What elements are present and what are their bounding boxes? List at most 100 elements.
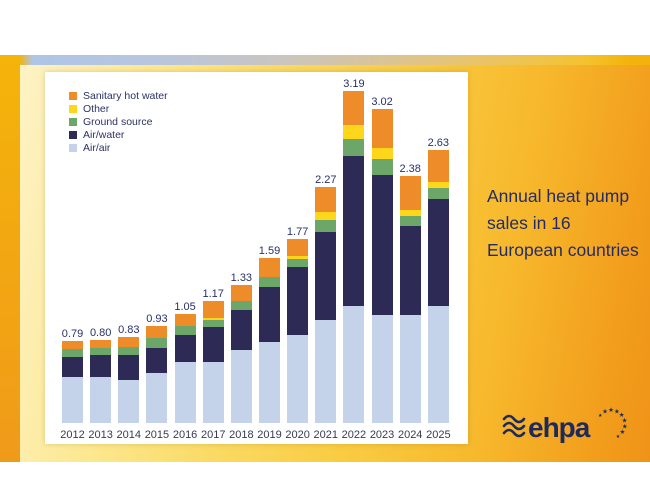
segment-ground-source	[62, 349, 83, 358]
segment-sanitary-hot-water	[371, 108, 393, 149]
legend-label: Air/air	[83, 141, 111, 154]
legend-swatch-icon	[69, 130, 77, 139]
bar-column-2012: 0.79	[62, 328, 83, 423]
legend-swatch-icon	[69, 104, 77, 113]
year-label-text: 2019	[257, 429, 282, 441]
eu-star: ★	[608, 406, 614, 414]
segment-air-air	[90, 377, 112, 423]
chart-caption: Annual heat pump sales in 16 European co…	[487, 186, 639, 260]
chart-panel: Sanitary hot water Other Ground source Air/…	[45, 72, 468, 444]
year-label-text: 2017	[200, 429, 226, 441]
legend-swatch-icon	[69, 117, 77, 126]
legend-label: Ground source	[83, 115, 153, 128]
legend-item: Other	[69, 102, 168, 115]
year-label: 2024	[397, 429, 423, 441]
eu-star: ★	[614, 407, 620, 415]
bar-column-2016: 1.05	[174, 301, 196, 423]
bar-total-label: 2.63	[427, 136, 450, 149]
year-label: 2018	[229, 429, 254, 441]
segment-ground-source	[371, 158, 393, 176]
year-label-text: 2016	[172, 429, 198, 441]
year-label: 2016	[172, 429, 198, 441]
segment-ground-source	[427, 188, 449, 200]
bar-total-label: 2.27	[315, 173, 337, 186]
bar-total-label: 1.59	[258, 244, 281, 257]
bar-column-2024: 2.38	[399, 162, 421, 423]
year-label: 2013	[88, 429, 113, 441]
logo-wordmark: ehpa	[528, 412, 591, 443]
ehpa-logo: ehpa ★ ★ ★ ★ ★ ★ ★ ★ ★	[501, 403, 631, 453]
year-label: 2014	[116, 429, 142, 441]
segment-air-air	[399, 314, 421, 423]
segment-sanitary-hot-water	[146, 326, 168, 338]
year-label-text: 2013	[88, 429, 113, 441]
legend-swatch-icon	[69, 143, 77, 152]
legend-item: Air/water	[69, 128, 168, 141]
segment-air-air	[371, 314, 393, 423]
eu-star: ★	[598, 413, 603, 419]
legend-item: Ground source	[69, 115, 168, 128]
legend-item: Sanitary hot water	[69, 89, 168, 102]
segment-sanitary-hot-water	[287, 239, 309, 256]
bar-total-label: 3.19	[343, 78, 365, 91]
banner-top-gradient-strip	[0, 55, 650, 65]
segment-other	[427, 181, 449, 189]
segment-sanitary-hot-water	[343, 91, 365, 125]
segment-air-air	[230, 350, 252, 423]
bar-column-2018: 1.33	[231, 272, 252, 423]
bar-total-label: 2.38	[399, 162, 421, 175]
segment-air-water	[230, 309, 252, 351]
year-label: 2022	[342, 429, 366, 441]
segment-sanitary-hot-water	[174, 313, 196, 327]
bar-column-2019: 1.59	[259, 245, 280, 423]
segment-air-water	[399, 226, 421, 315]
bar-column-2023: 3.02	[371, 95, 393, 423]
bar-total-label: 0.83	[118, 323, 140, 336]
segment-ground-source	[258, 277, 280, 287]
bar-column-2013: 0.80	[90, 327, 111, 423]
segment-air-water	[258, 286, 280, 342]
segment-sanitary-hot-water	[90, 339, 112, 349]
eu-star: ★	[616, 434, 621, 440]
banner-left-gradient-strip	[0, 55, 20, 462]
year-label-text: 2021	[313, 429, 339, 441]
segment-other	[315, 211, 337, 221]
stacked-bar-plot: 0.79 0.80 0.83 0.93 1.05 1.17 1.33 1.59 1.77 2.27…	[62, 72, 449, 423]
year-label: 2025	[426, 429, 450, 441]
bar-total-label: 1.17	[202, 288, 224, 301]
bar-total-label: 1.33	[230, 271, 253, 284]
bar-column-2022: 3.19	[343, 78, 365, 423]
year-label: 2021	[313, 429, 339, 441]
year-label: 2020	[285, 429, 309, 441]
segment-ground-source	[202, 320, 224, 328]
segment-sanitary-hot-water	[62, 340, 83, 350]
eu-stars-icon: ★★ ★ ★★★★★★	[598, 406, 628, 440]
bar-column-2025: 2.63	[428, 137, 449, 423]
year-label: 2012	[60, 429, 84, 441]
segment-air-water	[146, 348, 168, 374]
bar-total-label: 0.93	[146, 313, 168, 326]
legend-label: Air/water	[83, 128, 125, 141]
segment-sanitary-hot-water	[399, 175, 421, 210]
segment-sanitary-hot-water	[230, 284, 252, 302]
segment-other	[202, 317, 224, 321]
legend-item: Air/air	[69, 141, 168, 154]
segment-air-air	[315, 320, 337, 423]
year-label-text: 2018	[229, 429, 254, 441]
segment-air-water	[90, 355, 112, 378]
bar-total-label: 3.02	[371, 95, 393, 108]
segment-ground-source	[118, 347, 140, 356]
segment-sanitary-hot-water	[202, 301, 224, 318]
segment-air-air	[258, 341, 280, 423]
segment-sanitary-hot-water	[315, 186, 337, 212]
eu-star: ★	[619, 411, 625, 419]
eu-star: ★	[602, 407, 608, 415]
ehpa-logo-graphic: ehpa ★★ ★ ★★★★★★	[502, 406, 628, 443]
eu-star: ★	[622, 416, 628, 424]
segment-ground-source	[90, 348, 112, 356]
year-label-text: 2014	[116, 429, 142, 441]
year-label-text: 2024	[397, 429, 423, 441]
year-label-text: 2023	[369, 429, 395, 441]
segment-air-water	[202, 327, 224, 362]
segment-air-water	[427, 199, 449, 306]
